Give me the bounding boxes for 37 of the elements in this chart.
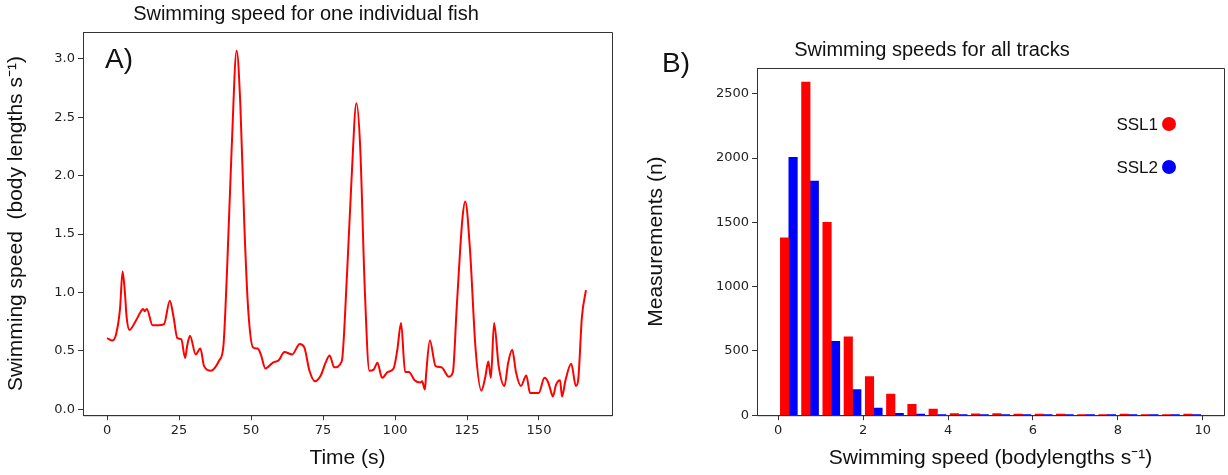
y-tick-label: 1000 bbox=[715, 277, 749, 293]
y-axis-title: Measurements (n) bbox=[643, 156, 667, 327]
y-tick-label: 2.5 bbox=[54, 108, 75, 124]
x-tick-label: 2 bbox=[859, 422, 868, 438]
x-tick-label: 8 bbox=[1113, 422, 1122, 438]
x-tick-label: 75 bbox=[314, 422, 332, 438]
line-series bbox=[106, 49, 587, 398]
x-tick-label: 25 bbox=[170, 422, 188, 438]
y-tick-label: 0 bbox=[740, 406, 749, 422]
text: B) bbox=[662, 46, 690, 78]
y-tick-label: 2.0 bbox=[54, 167, 75, 183]
x-tick-label: 50 bbox=[242, 422, 260, 438]
x-tick-label: 6 bbox=[1028, 422, 1038, 438]
y-tick-label: 1.5 bbox=[54, 225, 75, 241]
x-tick-label: 4 bbox=[943, 422, 953, 438]
chart-title: Swimming speed for one individual fish bbox=[133, 1, 479, 24]
x-axis-title: Swimming speed (bodylengths s⁻¹) bbox=[828, 445, 1153, 469]
y-tick-label: 2500 bbox=[715, 85, 749, 101]
y-tick-label: 0.0 bbox=[54, 400, 75, 416]
chart-title: Swimming speeds for all tracks bbox=[794, 37, 1070, 60]
x-tick-label: 10 bbox=[1194, 422, 1212, 438]
x-tick-label: 150 bbox=[526, 422, 552, 438]
y-tick-label: 1.0 bbox=[54, 283, 75, 299]
y-tick-label: 3.0 bbox=[54, 50, 75, 66]
legend-label: SSL2 bbox=[1116, 157, 1158, 177]
y-tick-label: 1500 bbox=[715, 213, 749, 229]
x-tick-label: 0 bbox=[774, 422, 783, 438]
x-tick-label: 0 bbox=[102, 422, 112, 438]
annotation: A) bbox=[105, 42, 133, 74]
x-axis-title: Time (s) bbox=[309, 445, 386, 469]
y-tick-label: 500 bbox=[724, 342, 749, 358]
y-tick-label: 2000 bbox=[715, 149, 749, 165]
x-tick-label: 100 bbox=[382, 422, 408, 438]
x-tick-label: 125 bbox=[454, 422, 480, 438]
y-axis-title: Swimming speed (body lengths s⁻¹) bbox=[3, 56, 27, 392]
legend-label: SSL1 bbox=[1116, 114, 1158, 134]
y-tick-label: 0.5 bbox=[54, 342, 75, 358]
